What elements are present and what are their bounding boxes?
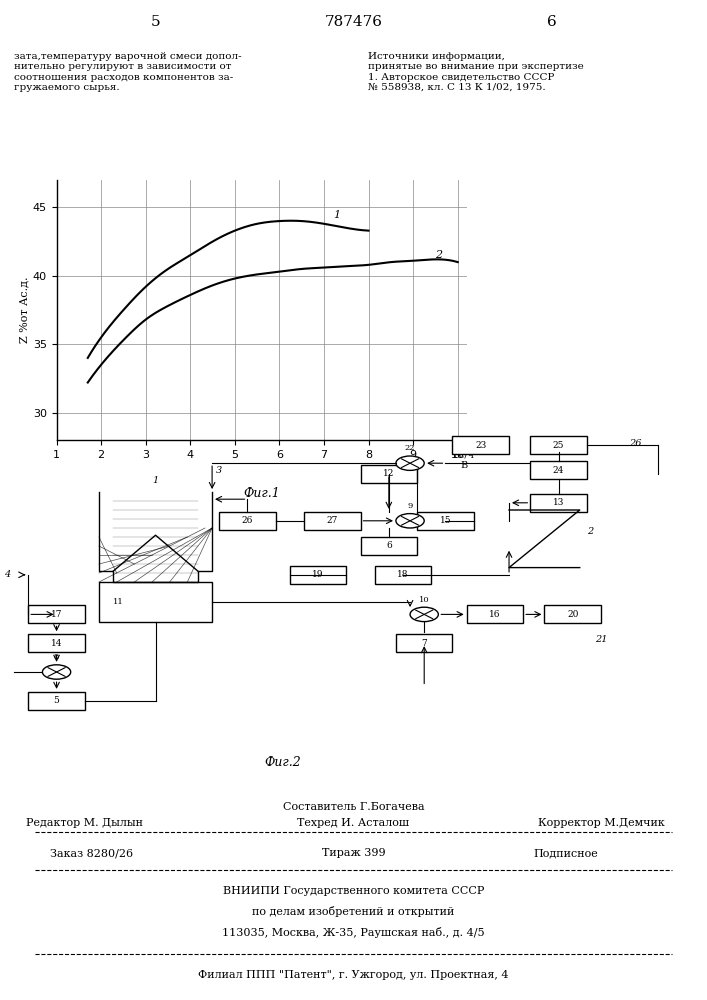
FancyBboxPatch shape [28,605,85,623]
Text: 7: 7 [421,639,427,648]
Text: Редактор М. Дылын: Редактор М. Дылын [26,818,144,828]
Text: 1: 1 [333,210,340,220]
Text: Подписное: Подписное [533,848,598,858]
Text: 18: 18 [397,570,409,579]
FancyBboxPatch shape [530,461,587,479]
FancyBboxPatch shape [28,692,85,710]
Text: 6: 6 [547,15,556,29]
Text: 9: 9 [407,502,413,510]
FancyBboxPatch shape [467,605,523,623]
Text: 25: 25 [553,441,564,450]
FancyBboxPatch shape [544,605,601,623]
Text: 27: 27 [327,516,338,525]
Text: Техред И. Асталош: Техред И. Асталош [298,818,409,828]
FancyBboxPatch shape [530,436,587,454]
FancyBboxPatch shape [361,537,417,555]
FancyBboxPatch shape [99,582,212,622]
Text: 5: 5 [151,15,160,29]
Text: Тираж 399: Тираж 399 [322,848,385,858]
Text: Заказ 8280/26: Заказ 8280/26 [50,848,134,858]
Text: 19: 19 [312,570,324,579]
Circle shape [396,456,424,470]
Circle shape [396,514,424,528]
Text: Фиг.1: Фиг.1 [243,487,280,500]
Text: 8: 8 [54,653,59,661]
Text: Составитель Г.Богачева: Составитель Г.Богачева [283,802,424,812]
Text: 3: 3 [216,466,222,475]
FancyBboxPatch shape [290,566,346,584]
Text: 5: 5 [54,696,59,705]
FancyBboxPatch shape [396,634,452,652]
Circle shape [410,607,438,622]
Text: зата,температуру варочной смеси допол-
нительно регулируют в зависимости от
соот: зата,температуру варочной смеси допол- н… [14,52,242,92]
Text: Корректор М.Демчик: Корректор М.Демчик [537,818,665,828]
Text: 20: 20 [567,610,578,619]
Text: Филиал ППП "Патент", г. Ужгород, ул. Проектная, 4: Филиал ППП "Патент", г. Ужгород, ул. Про… [198,970,509,980]
Text: ВНИИПИ Государственного комитета СССР: ВНИИПИ Государственного комитета СССР [223,886,484,896]
Text: 16: 16 [489,610,501,619]
Text: Источники информации,
принятые во внимание при экспертизе
1. Авторское свидетель: Источники информации, принятые во вниман… [368,52,583,92]
FancyBboxPatch shape [452,436,509,454]
Text: 24: 24 [553,466,564,475]
Circle shape [42,665,71,679]
Text: 21: 21 [595,635,607,644]
Text: 4: 4 [4,570,10,579]
Text: по делам изобретений и открытий: по делам изобретений и открытий [252,906,455,917]
FancyBboxPatch shape [361,465,417,483]
Text: 10: 10 [419,596,430,604]
Text: 26: 26 [242,516,253,525]
Text: 1: 1 [153,476,158,485]
Text: 15: 15 [440,516,451,525]
Text: 11: 11 [113,598,124,606]
FancyBboxPatch shape [417,512,474,530]
Text: Фиг.2: Фиг.2 [264,756,301,768]
FancyBboxPatch shape [28,634,85,652]
Text: 22: 22 [405,444,415,452]
Text: 14: 14 [51,639,62,648]
FancyBboxPatch shape [219,512,276,530]
Text: 6: 6 [386,542,392,550]
Text: 2: 2 [436,250,443,260]
Text: 787476: 787476 [325,15,382,29]
Text: 26: 26 [629,439,642,448]
FancyBboxPatch shape [530,494,587,512]
Y-axis label: Z %от Ас.д.: Z %от Ас.д. [20,277,30,343]
Text: ос/ч
В: ос/ч В [454,451,475,470]
Text: 2: 2 [587,527,593,536]
Text: 17: 17 [51,610,62,619]
FancyBboxPatch shape [375,566,431,584]
FancyBboxPatch shape [304,512,361,530]
Text: 23: 23 [475,441,486,450]
Text: 13: 13 [553,498,564,507]
Text: 113035, Москва, Ж-35, Раушская наб., д. 4/5: 113035, Москва, Ж-35, Раушская наб., д. … [222,927,485,938]
Text: 12: 12 [383,470,395,479]
